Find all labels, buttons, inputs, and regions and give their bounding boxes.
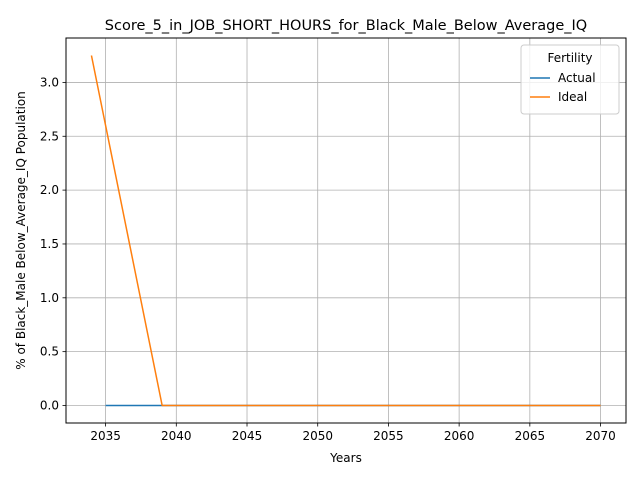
x-axis-title: Years	[329, 451, 362, 465]
y-tick-label: 0.5	[40, 345, 59, 359]
chart-title: Score_5_in_JOB_SHORT_HOURS_for_Black_Mal…	[105, 18, 587, 34]
y-tick-label: 2.0	[40, 183, 59, 197]
series-line-ideal	[90, 55, 601, 407]
x-tick-label: 2060	[444, 429, 475, 443]
plot-area-frame	[65, 37, 627, 424]
y-tick-label: 1.0	[40, 291, 59, 305]
series-lines	[90, 55, 601, 407]
legend-title: Fertility	[547, 51, 592, 65]
legend-label-actual: Actual	[558, 71, 596, 85]
y-tick-label: 0.0	[40, 399, 59, 413]
x-tick-label: 2040	[161, 429, 192, 443]
legend-entries: Actual Ideal	[530, 71, 596, 104]
y-tick-label: 3.0	[40, 75, 59, 89]
legend-label-ideal: Ideal	[558, 90, 587, 104]
x-tick-label: 2070	[585, 429, 616, 443]
legend: Fertility Actual Ideal	[520, 44, 620, 115]
x-tick-label: 2065	[515, 429, 546, 443]
y-axis-ticks: 0.0 0.5 1.0 1.5 2.0 2.5 3.0	[40, 75, 66, 413]
x-axis-ticks: 2035 2040 2045 2050 2055 2060 2065 2070	[90, 423, 616, 443]
y-tick-label: 1.5	[40, 237, 59, 251]
y-axis-title: % of Black_Male Below_Average_IQ Populat…	[14, 91, 28, 370]
x-tick-label: 2055	[373, 429, 404, 443]
x-tick-label: 2045	[232, 429, 263, 443]
x-tick-label: 2050	[302, 429, 333, 443]
x-tick-label: 2035	[90, 429, 121, 443]
y-tick-label: 2.5	[40, 129, 59, 143]
grid	[66, 38, 626, 423]
